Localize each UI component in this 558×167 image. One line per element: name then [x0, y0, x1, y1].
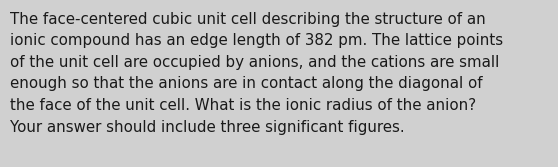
- Text: The face-centered cubic unit cell describing the structure of an
ionic compound : The face-centered cubic unit cell descri…: [10, 12, 503, 135]
